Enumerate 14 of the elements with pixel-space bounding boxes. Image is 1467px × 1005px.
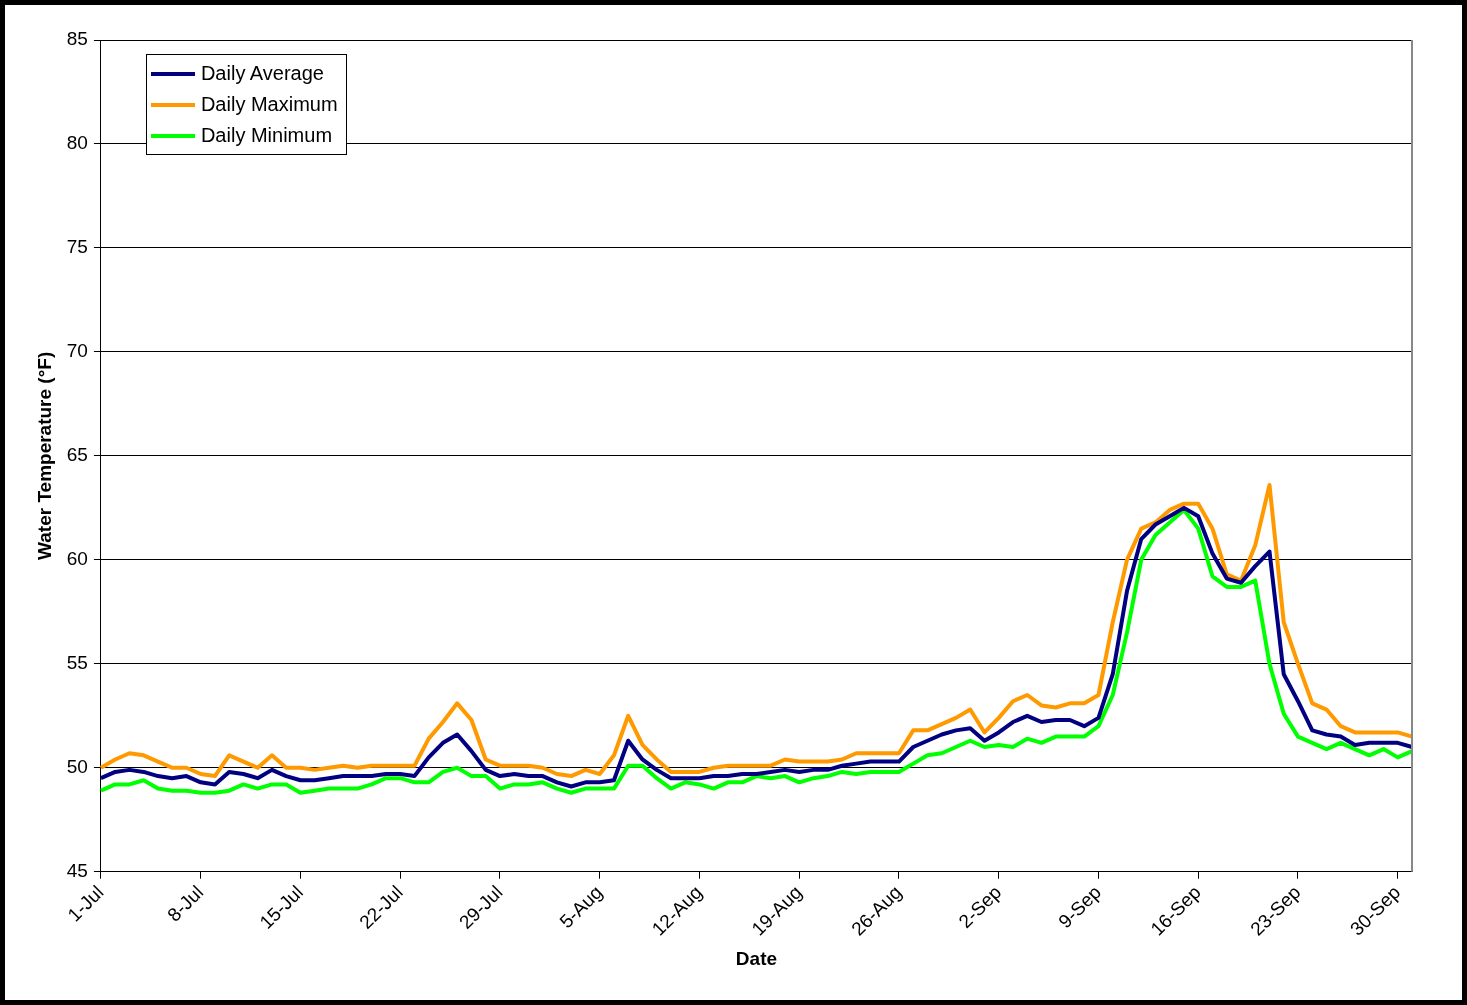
legend-label: Daily Maximum [200,93,338,116]
y-axis-title: Water Temperature (°F) [33,351,55,560]
y-tick-label: 50 [66,756,88,778]
legend-label: Daily Minimum [200,124,333,147]
y-tick-label: 60 [66,548,88,570]
y-tick-label: 65 [66,444,88,466]
y-tick-label: 45 [66,859,88,881]
y-tick-label: 85 [66,28,88,50]
x-axis-title: Date [735,947,778,969]
y-tick-label: 80 [66,132,88,154]
y-tick-label: 75 [66,236,88,258]
y-tick-label: 55 [66,652,88,674]
y-tick-label: 70 [66,340,88,362]
legend-label: Daily Average [200,62,324,85]
